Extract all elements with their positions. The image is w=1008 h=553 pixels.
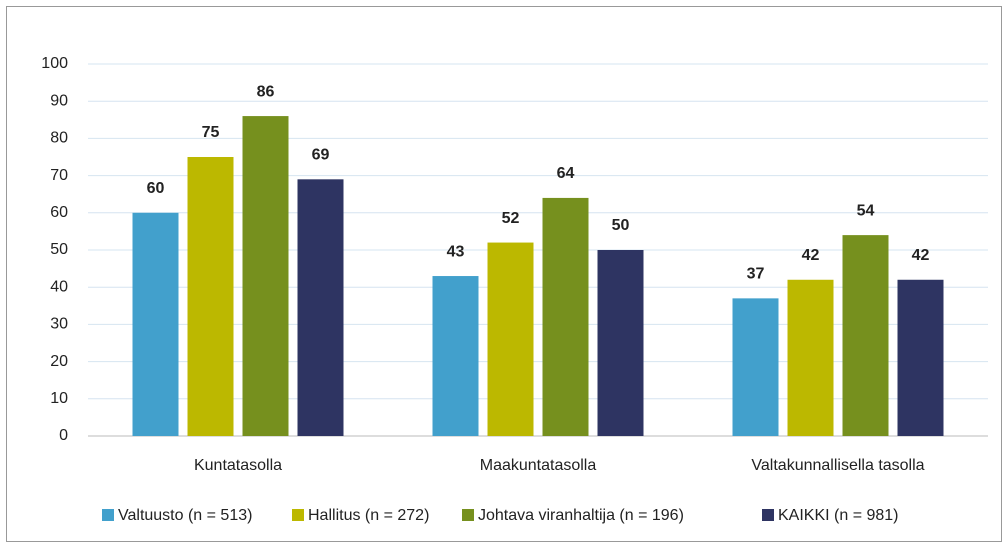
bar	[132, 212, 179, 436]
y-tick-label: 30	[50, 316, 68, 333]
legend-swatch	[292, 509, 304, 521]
y-tick-label: 60	[50, 204, 68, 221]
y-tick-label: 40	[50, 278, 68, 295]
bar	[897, 279, 944, 436]
legend-label: KAIKKI (n = 981)	[778, 507, 899, 524]
value-label: 69	[312, 147, 330, 164]
y-tick-label: 70	[50, 167, 68, 184]
y-tick-label: 0	[59, 427, 68, 444]
value-label: 86	[257, 83, 275, 100]
bar	[297, 179, 344, 436]
bar	[732, 298, 779, 436]
y-tick-label: 90	[50, 92, 68, 109]
value-label: 52	[502, 210, 520, 227]
legend-label: Valtuusto (n = 513)	[118, 507, 252, 524]
value-label: 42	[802, 247, 820, 264]
legend-swatch	[102, 509, 114, 521]
value-label: 37	[747, 266, 765, 283]
value-label: 42	[912, 247, 930, 264]
bar	[242, 116, 289, 436]
value-label: 60	[147, 180, 165, 197]
value-label: 75	[202, 124, 220, 141]
value-label: 43	[447, 243, 465, 260]
legend-label: Hallitus (n = 272)	[308, 507, 429, 524]
legend-label: Johtava viranhaltija (n = 196)	[478, 507, 684, 524]
value-label: 50	[612, 217, 630, 234]
legend-swatch	[462, 509, 474, 521]
x-tick-label: Maakuntatasolla	[480, 457, 597, 474]
value-label: 54	[857, 202, 875, 219]
x-tick-label: Valtakunnallisella tasolla	[751, 457, 924, 474]
y-tick-label: 20	[50, 353, 68, 370]
bar	[487, 242, 534, 436]
y-tick-label: 80	[50, 130, 68, 147]
value-label: 64	[557, 165, 575, 182]
x-tick-label: Kuntatasolla	[194, 457, 282, 474]
bar	[787, 279, 834, 436]
bar	[432, 276, 479, 436]
bar	[842, 235, 889, 436]
legend-swatch	[762, 509, 774, 521]
bar	[542, 197, 589, 436]
y-tick-label: 50	[50, 241, 68, 258]
y-tick-label: 10	[50, 390, 68, 407]
bar	[187, 157, 234, 436]
bar	[597, 250, 644, 436]
y-tick-label: 100	[41, 55, 68, 72]
